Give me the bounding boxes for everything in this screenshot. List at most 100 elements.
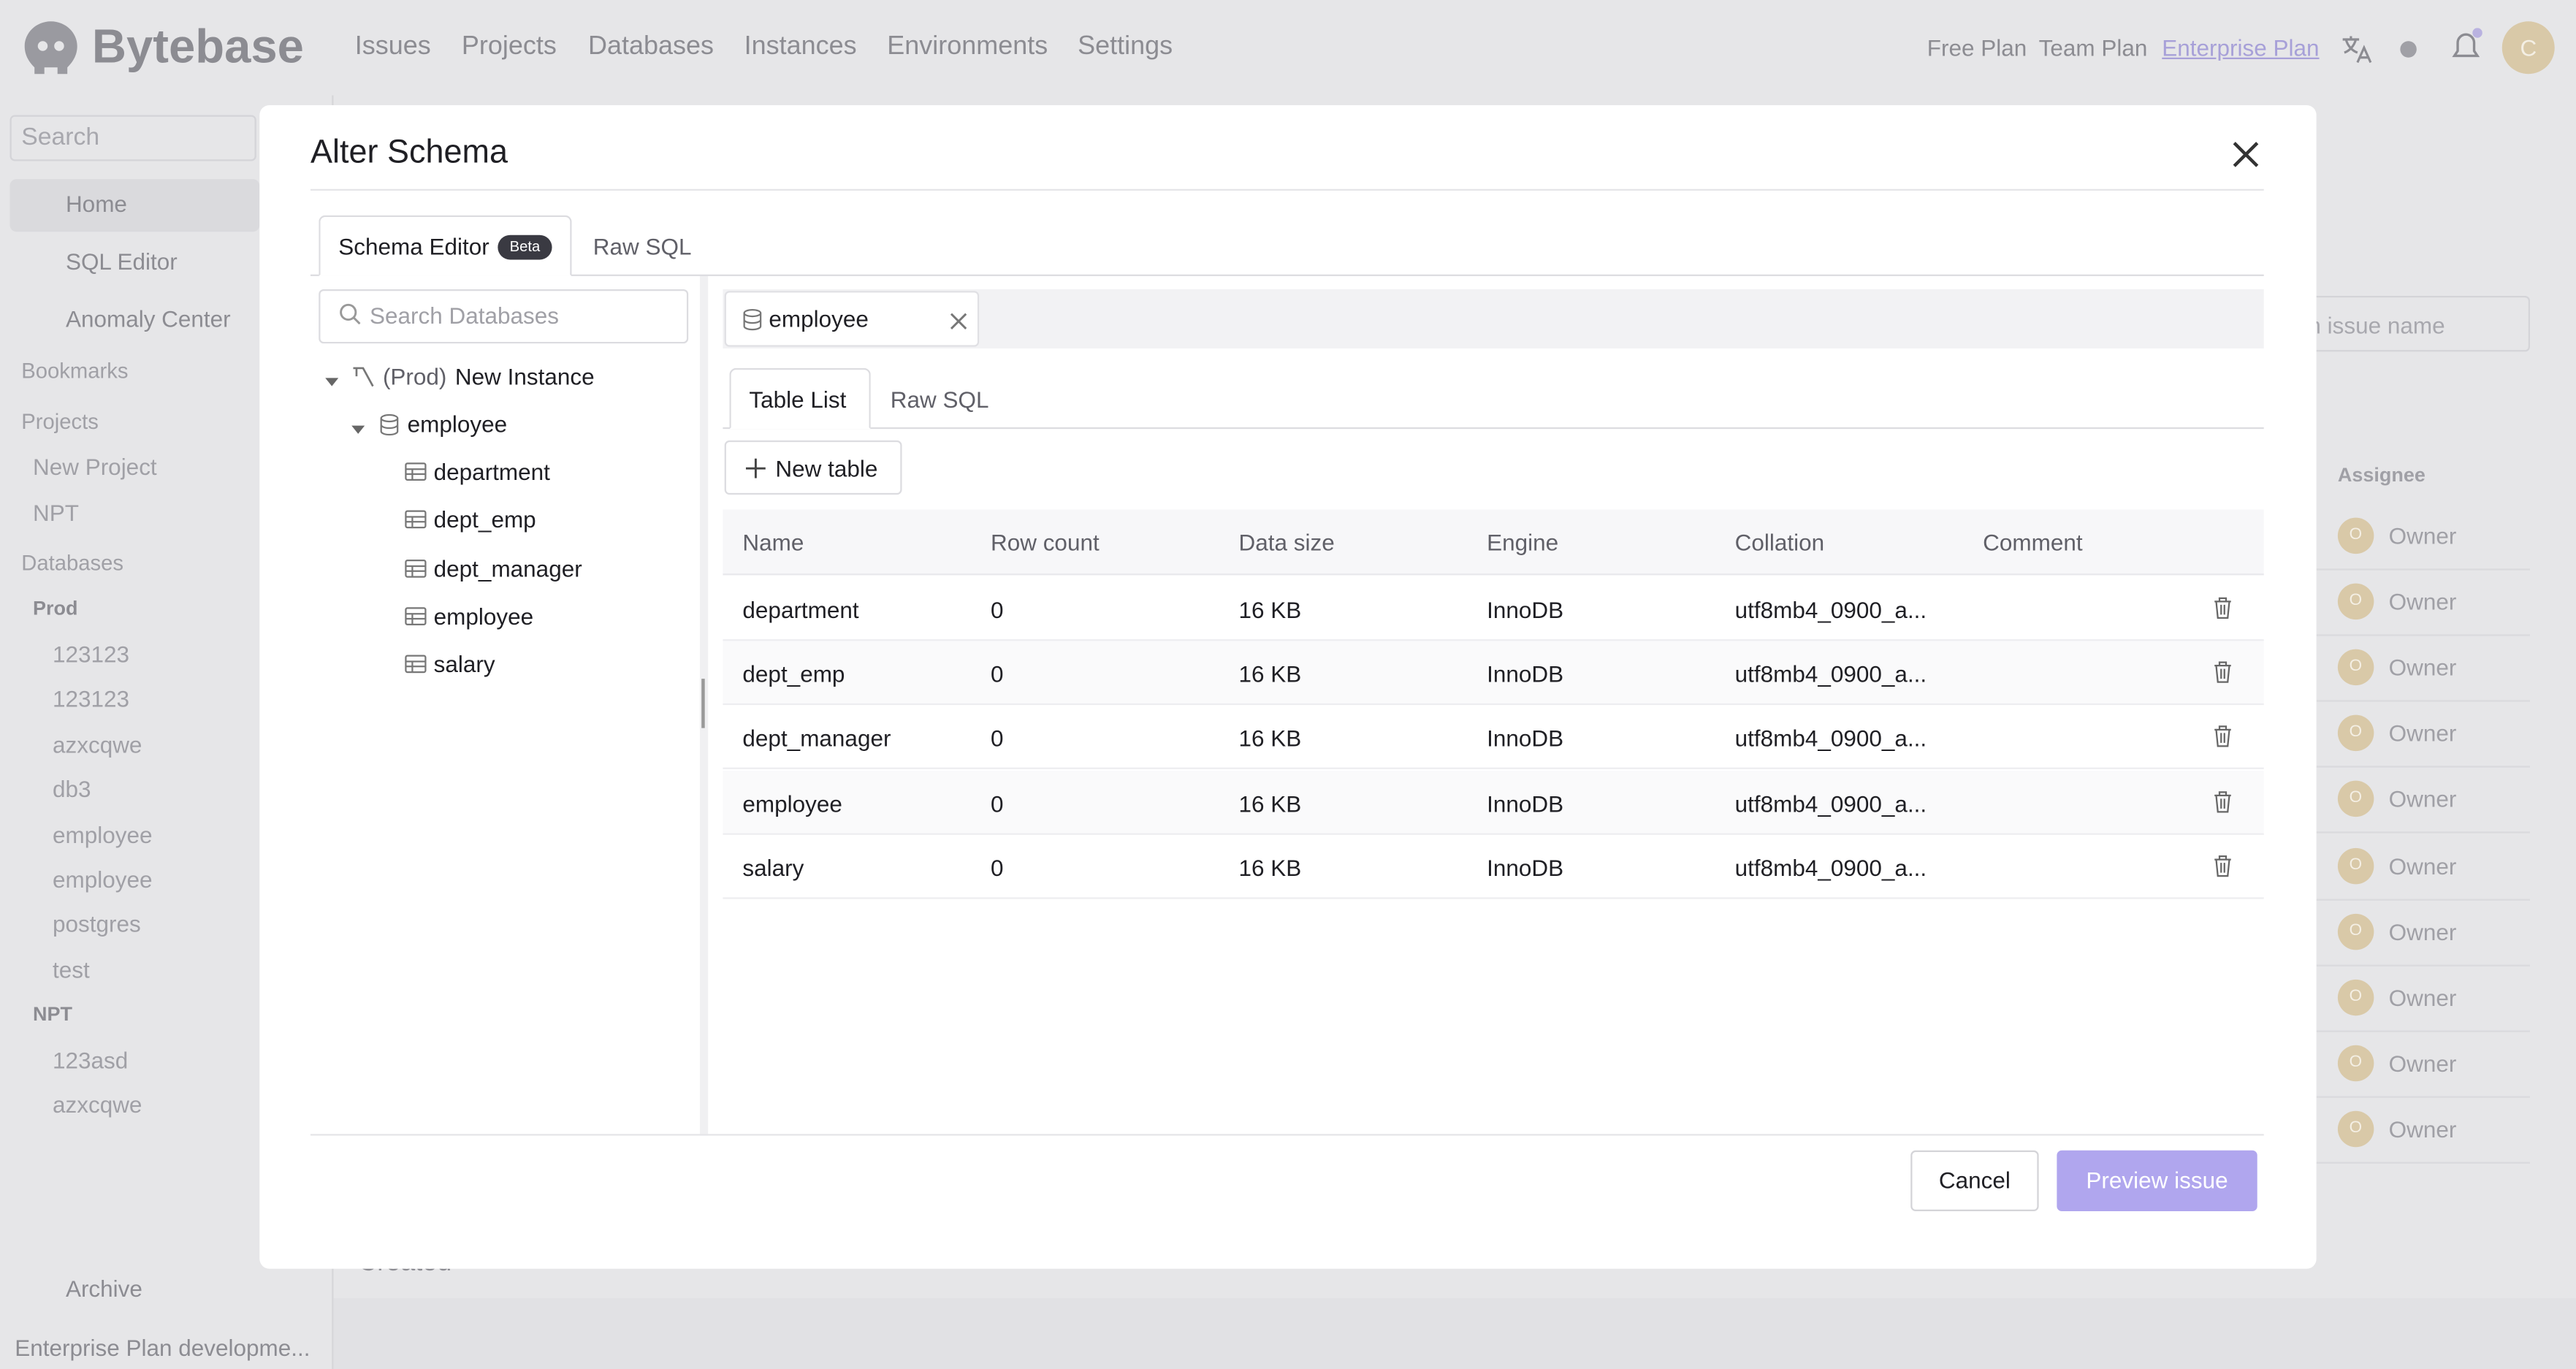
archive[interactable]: Archive [65,1275,142,1302]
db-item[interactable]: db3 [52,776,91,803]
table-cell: employee [742,790,842,817]
db-search[interactable] [319,289,689,344]
table-row [723,576,2264,641]
owner: Owner [2388,1116,2457,1143]
row-line [2316,1096,2530,1098]
search-icon [338,302,361,325]
owner-avatar-letter: O [2349,987,2363,1006]
table-icon-svg [405,607,427,625]
db-item[interactable]: azxcqwe [52,731,142,758]
plus-icon [745,457,766,478]
db-item[interactable]: employee [52,820,153,847]
owner-avatar [2337,517,2374,554]
tree-table[interactable]: dept_emp [433,506,536,533]
db-item[interactable]: 123123 [52,686,130,712]
delete-icon-svg [2214,790,2231,812]
tree-table[interactable]: employee [433,603,534,630]
row-line [2316,568,2530,571]
table-icon-svg [405,462,427,481]
delete-icon[interactable] [2213,790,2233,812]
owner-avatar [2337,979,2374,1015]
instance-name[interactable]: New Instance [454,363,595,390]
delete-icon[interactable] [2213,597,2233,619]
table-cell: utf8mb4_0900_a... [1734,854,1927,881]
nav-link[interactable]: Instances [744,32,857,61]
table-icon [404,508,427,531]
caret [324,368,340,386]
table-cell: utf8mb4_0900_a... [1734,596,1927,623]
tree-table[interactable]: salary [433,651,495,678]
tab[interactable]: Schema Editor [338,233,489,260]
divider [310,188,2264,191]
table-row [723,641,2264,706]
owner-avatar-letter: O [2349,592,2363,610]
table-cell: InnoDB [1487,725,1564,752]
tab-close-svg [950,313,967,329]
plan-link[interactable]: Team Plan [2038,34,2148,61]
plus-icon-svg [745,458,766,478]
sidebar-item[interactable]: Home [65,190,127,217]
table-icon-svg [405,511,427,529]
owner: Owner [2388,720,2457,747]
db-item[interactable]: postgres [52,911,141,938]
tree-table[interactable]: department [433,458,550,485]
delete-icon-svg [2214,597,2231,619]
plan-link[interactable]: Enterprise Plan [2162,34,2320,61]
delete-icon[interactable] [2213,854,2233,877]
sidebar-item[interactable]: Anomaly Center [65,305,231,332]
table-icon [404,653,427,676]
table-icon [404,557,427,579]
project-item[interactable]: NPT [32,499,79,526]
db-item[interactable]: employee [52,866,153,893]
db-item[interactable]: azxcqwe [52,1091,142,1118]
delete-icon[interactable] [2213,725,2233,748]
owner-avatar [2337,847,2374,884]
db-item[interactable]: 123123 [52,641,130,668]
db-tab[interactable] [724,291,980,347]
owner: Owner [2388,786,2457,813]
table-header: Row count [990,529,1100,556]
table-cell: utf8mb4_0900_a... [1734,790,1927,817]
owner-avatar-letter: O [2349,789,2363,808]
row-line [2316,634,2530,636]
table-cell: 16 KB [1238,854,1302,881]
bottom-header-bg [333,1298,2576,1369]
plan-link[interactable]: Free Plan [1927,34,2027,61]
theme-icon [2392,33,2425,66]
sidebar-item[interactable]: SQL Editor [65,248,178,275]
cancel-button[interactable]: Cancel [1910,1150,2039,1212]
subtab-active[interactable] [729,367,871,430]
db-icon [741,308,763,332]
nav-link[interactable]: Environments [887,32,1048,61]
project-item[interactable]: New Project [32,453,157,480]
tab[interactable]: Raw SQL [592,233,692,260]
nav-link[interactable]: Databases [588,32,715,61]
new-table-button[interactable] [724,440,902,495]
owner-avatar-letter: O [2349,855,2363,874]
caret-svg [325,378,339,386]
db-item[interactable]: 123asd [52,1047,129,1074]
nav-link[interactable]: Settings [1078,32,1173,61]
owner-avatar [2337,912,2374,950]
splitter-handle [701,679,705,728]
subtab[interactable]: Raw SQL [890,386,989,413]
table-header: Data size [1238,529,1335,556]
preview-button[interactable]: Preview issue [2057,1150,2257,1212]
db-icon-svg [380,413,399,436]
delete-icon[interactable] [2213,661,2233,684]
tree-database[interactable]: employee [407,411,508,438]
db-search-placeholder: Search Databases [369,302,559,329]
nav-link[interactable]: Issues [354,32,431,61]
table-icon-svg [405,655,427,674]
owner-avatar-letter: O [2349,1053,2363,1072]
section-label: Bookmarks [21,358,129,384]
tree-table[interactable]: dept_manager [433,554,582,581]
subtab[interactable]: Table List [749,386,847,413]
db-item[interactable]: test [52,956,90,983]
owner: Owner [2388,522,2457,549]
table-row [723,706,2264,770]
owner-avatar-letter: O [2349,1118,2363,1137]
bell-icon [2448,28,2484,67]
nav-link[interactable]: Projects [461,32,557,61]
